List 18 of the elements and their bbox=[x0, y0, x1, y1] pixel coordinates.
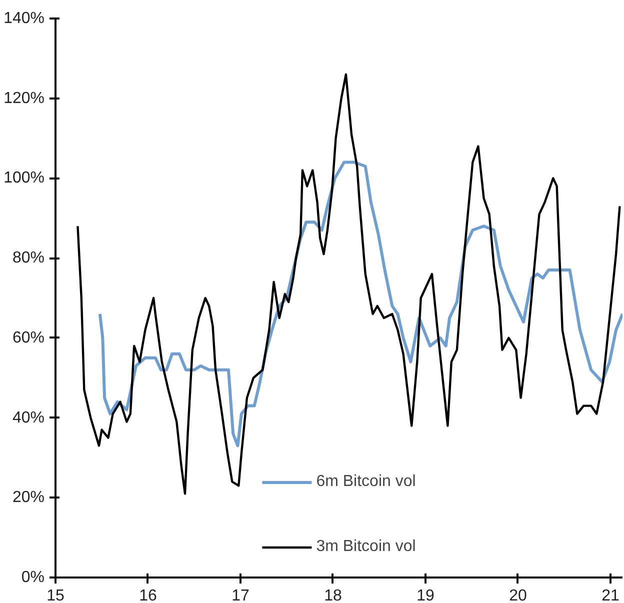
y-tick-label: 140% bbox=[4, 10, 44, 27]
y-tick-label: 20% bbox=[12, 489, 45, 506]
legend-label: 6m Bitcoin vol bbox=[316, 473, 416, 491]
line-series bbox=[76, 73, 621, 495]
y-tick-label: 0% bbox=[21, 569, 44, 586]
legend-label: 3m Bitcoin vol bbox=[316, 538, 416, 556]
x-tick-label: 19 bbox=[416, 588, 434, 603]
y-tick-label: 40% bbox=[12, 409, 45, 426]
y-tick-label: 100% bbox=[4, 170, 44, 187]
x-tick-label: 21 bbox=[602, 588, 620, 603]
x-tick-label: 16 bbox=[139, 588, 157, 603]
x-tick-label: 15 bbox=[46, 588, 64, 603]
x-tick-label: 18 bbox=[324, 588, 342, 603]
y-tick-label: 80% bbox=[12, 250, 45, 267]
x-tick-label: 17 bbox=[232, 588, 250, 603]
y-tick-label: 60% bbox=[12, 329, 45, 346]
x-tick-label: 20 bbox=[509, 588, 527, 603]
y-tick-label: 120% bbox=[4, 90, 44, 107]
